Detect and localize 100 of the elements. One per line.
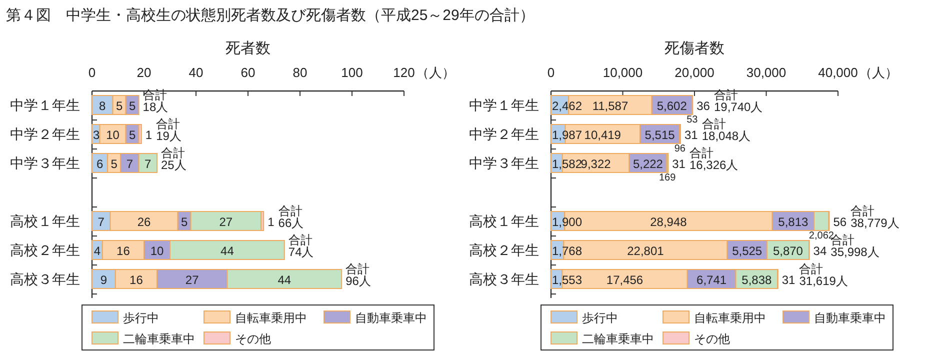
total-label: 合計 18人 (142, 88, 168, 114)
data-label: 16 (116, 244, 130, 258)
y-tick-label: 高校２年生 (10, 242, 80, 258)
y-tick-label: 中学３年生 (10, 155, 80, 171)
data-label: 1 (268, 215, 275, 229)
x-tick-label: 30,000 (746, 65, 786, 80)
x-tick-label: 100 (341, 65, 363, 80)
data-label: 10,419 (584, 128, 622, 142)
chart-title: 死者数 (226, 40, 270, 57)
total-label: 合計 16,326人 (690, 146, 738, 172)
x-tick-label: 0 (547, 65, 555, 80)
data-label: 22,801 (627, 244, 664, 258)
data-label: 10 (150, 244, 164, 258)
data-label: 1,582 (552, 157, 582, 171)
legend-label: その他 (235, 332, 271, 346)
total-label: 合計 25人 (161, 146, 186, 172)
data-label: 5,813 (778, 215, 809, 229)
data-label: 5,222 (632, 157, 664, 171)
x-tick-label: 40 (188, 65, 204, 80)
total-label: 合計 19,740人 (714, 88, 763, 114)
data-label: 1,900 (552, 215, 582, 229)
data-label: 7 (126, 157, 134, 171)
total-label: 合計 18,048人 (702, 117, 751, 143)
data-label: 56 (833, 215, 847, 229)
data-label: 9,322 (580, 157, 612, 171)
x-tick-label: 10,000 (602, 65, 643, 80)
data-label: 31 (684, 128, 698, 142)
y-tick-label: 高校１年生 (469, 213, 539, 229)
legend-label: 歩行中 (123, 311, 159, 325)
data-label: 1,553 (552, 273, 582, 287)
data-label: 5 (128, 99, 136, 113)
y-tick-label: 中学２年生 (469, 126, 539, 142)
data-label: 53 (686, 114, 698, 126)
data-label: 169 (658, 172, 676, 184)
data-label: 26 (137, 215, 151, 229)
data-label: 5 (116, 99, 123, 113)
legend-label: 歩行中 (582, 311, 618, 325)
legend-label: 自動車乗車中 (814, 311, 886, 325)
data-label: 5,838 (742, 273, 772, 287)
data-label: 10 (106, 128, 120, 142)
data-label: 5 (128, 128, 136, 142)
x-tick-label: 60 (240, 65, 256, 80)
total-label: 合計 19人 (156, 117, 182, 143)
legend-label: 二輪車乗車中 (582, 332, 654, 346)
data-label: 5,602 (656, 99, 688, 113)
data-label: 5,515 (644, 128, 676, 142)
data-label: 27 (185, 273, 200, 287)
data-label: 16 (130, 273, 144, 287)
data-label: 1,768 (552, 244, 582, 258)
data-label: 31 (782, 273, 796, 287)
data-label: 17,456 (606, 273, 644, 287)
y-tick-label: 中学１年生 (469, 97, 539, 113)
data-label: 31 (672, 157, 686, 171)
data-label: 27 (219, 215, 233, 229)
total-label: 合計 31,619人 (799, 262, 848, 288)
data-label: 3 (93, 128, 100, 142)
y-tick-label: 中学３年生 (469, 155, 539, 171)
legend-label: 自転車乗用中 (694, 311, 766, 325)
data-label: 1,987 (552, 128, 582, 142)
data-label: 6,741 (696, 273, 727, 287)
y-tick-label: 高校３年生 (10, 271, 80, 287)
legend-label: 自動車乗車中 (355, 311, 427, 325)
y-tick-label: 高校２年生 (469, 242, 539, 258)
data-label: 28,948 (650, 215, 688, 229)
data-label: 44 (278, 273, 292, 287)
data-label: 5,525 (732, 244, 762, 258)
data-label: 96 (674, 144, 686, 154)
x-axis-title: （人） (858, 65, 898, 80)
data-label: 9 (100, 273, 108, 287)
x-tick-label: 80 (292, 65, 308, 80)
data-label: 7 (98, 215, 105, 229)
legend-label: その他 (694, 332, 730, 346)
data-label: 5 (180, 215, 188, 229)
x-tick-label: 40,000 (818, 65, 858, 80)
data-label: 34 (813, 244, 827, 258)
data-label: 44 (220, 244, 234, 258)
data-label: 1 (145, 128, 152, 142)
data-label: 11,587 (592, 99, 628, 113)
data-label: 4 (94, 244, 101, 258)
legend-label: 自転車乗用中 (235, 311, 307, 325)
x-tick-label: 120 (393, 65, 415, 80)
y-tick-label: 中学１年生 (10, 97, 80, 113)
y-tick-label: 高校１年生 (10, 213, 80, 229)
total-label: 合計 66人 (278, 204, 304, 230)
y-tick-label: 高校３年生 (469, 271, 539, 287)
y-tick-label: 中学２年生 (10, 126, 80, 142)
x-tick-label: 20,000 (674, 65, 714, 80)
data-label: 5,870 (772, 244, 804, 258)
text: 第４図 中学生・高校生の状態別死者数及び死傷者数（平成25～29年の合計） (6, 7, 534, 24)
data-label: 6 (96, 157, 104, 171)
chart-title: 死傷者数 (664, 40, 724, 57)
legend-label: 二輪車乗車中 (123, 332, 195, 346)
data-label: 5 (110, 157, 118, 171)
x-axis-title: （人） (416, 65, 455, 80)
total-label: 合計 96人 (346, 262, 371, 288)
data-label: 8 (99, 99, 106, 113)
data-label: 36 (696, 99, 710, 113)
data-label: 7 (144, 157, 152, 171)
x-tick-label: 0 (88, 65, 96, 80)
x-tick-label: 20 (136, 65, 152, 80)
